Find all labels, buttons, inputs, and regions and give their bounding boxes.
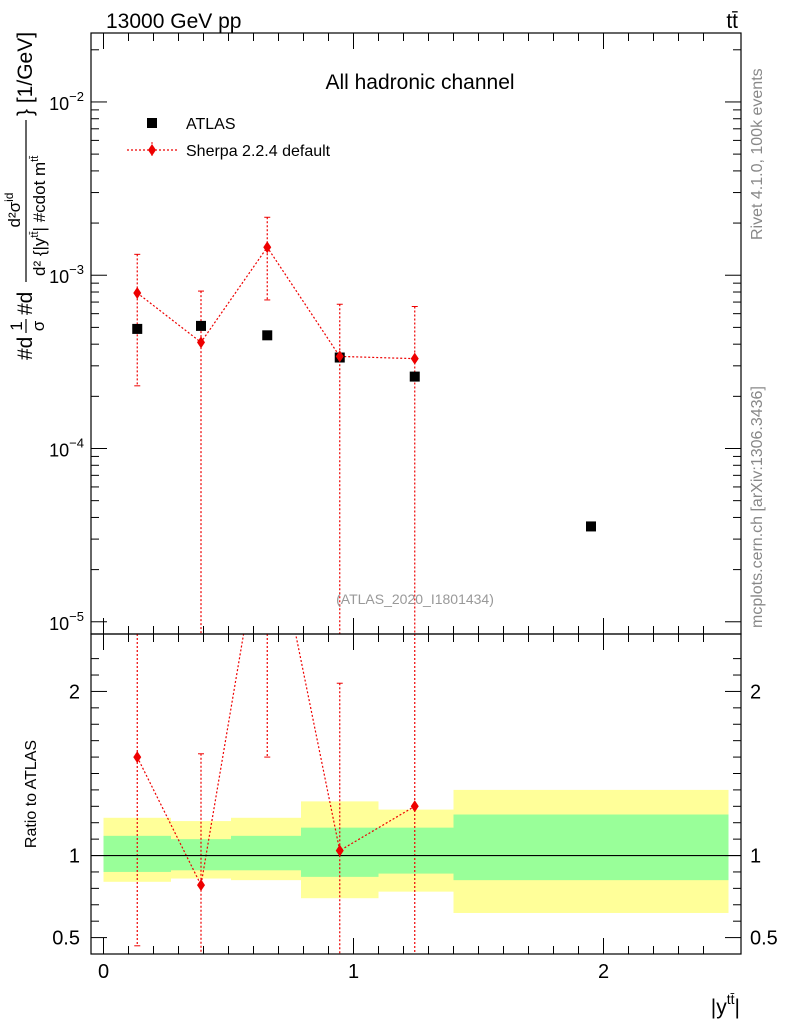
svg-text:d² {|ytt̄| #cdot mtt̄: d² {|ytt̄| #cdot mtt̄ xyxy=(29,155,49,276)
main-y-tick-label: 10−2 xyxy=(49,89,84,114)
legend-atlas-marker xyxy=(147,118,157,128)
energy-label: 13000 GeV pp xyxy=(106,10,241,33)
chart-title: All hadronic channel xyxy=(325,71,514,94)
analysis-label: (ATLAS_2020_I1801434) xyxy=(336,591,494,607)
ratio-band-inner xyxy=(103,835,171,872)
ratio-plot-frame xyxy=(90,633,742,955)
ratio-band-inner xyxy=(231,835,301,871)
sherpa-point xyxy=(263,241,272,254)
legend: ATLAS Sherpa 2.2.4 default xyxy=(127,116,331,160)
ylabel-frac1-den: σ xyxy=(29,320,48,331)
ratio-point xyxy=(410,800,419,813)
ratio-y-tick-label-right: 2 xyxy=(750,681,761,703)
main-y-tick-label: 10−4 xyxy=(49,435,84,460)
ylabel-lead: #d xyxy=(14,337,37,360)
ratio-y-tick-label: 1 xyxy=(69,846,80,868)
ylabel-frac2-den-sup: tt̄ xyxy=(29,231,41,237)
ratio-y-tick-label-right: 0.5 xyxy=(750,928,778,950)
ratio-y-tick-label-right: 1 xyxy=(750,846,761,868)
rivet-version-label: Rivet 4.1.0, 100k events xyxy=(749,68,766,240)
ratio-band-inner xyxy=(453,814,729,881)
ratio-y-axis-label: Ratio to ATLAS xyxy=(23,740,40,848)
atlas-data-point xyxy=(586,521,596,532)
x-axis-label: |ytt̄| xyxy=(711,991,740,1019)
sherpa-line xyxy=(136,246,415,360)
ylabel-frac2-den: d² {|y xyxy=(30,237,49,276)
ratio-point xyxy=(335,844,344,857)
mcplots-label: mcplots.cern.ch [arXiv:1306.3436] xyxy=(749,386,766,628)
ratio-y-tick-label: 2 xyxy=(69,681,80,703)
main-y-tick-label: 10−5 xyxy=(49,609,84,634)
svg-text:|ytt̄|: |ytt̄| xyxy=(711,991,740,1019)
x-tick-label: 1 xyxy=(348,961,359,983)
ylabel-tail: } [1/GeV] xyxy=(14,32,37,116)
sherpa-point xyxy=(335,350,344,363)
ratio-y-tick-label: 0.5 xyxy=(52,928,80,950)
atlas-data-point xyxy=(409,371,420,382)
ylabel-frac2-num-sup: id xyxy=(2,193,16,202)
sherpa-point xyxy=(410,352,419,365)
ratio-band-inner xyxy=(378,827,454,874)
svg-text:#d: #d xyxy=(14,337,37,360)
main-y-tick-label: 10−3 xyxy=(49,262,84,287)
x-tick-label: 0 xyxy=(98,961,109,983)
sherpa-point xyxy=(197,336,205,349)
legend-atlas-label: ATLAS xyxy=(186,116,236,133)
legend-sherpa-marker xyxy=(148,144,156,156)
legend-sherpa-label: Sherpa 2.2.4 default xyxy=(186,143,331,160)
ylabel-frac2-num: d²σ xyxy=(5,201,24,227)
atlas-data-point xyxy=(196,320,206,331)
process-label: tt̄ xyxy=(726,10,738,33)
svg-text:d²σid: d²σid xyxy=(2,193,24,228)
sherpa-point xyxy=(133,286,142,299)
x-tick-label: 2 xyxy=(598,961,609,983)
atlas-data-point xyxy=(132,323,143,334)
ylabel-frac2-den-rest: | #cdot m xyxy=(30,162,49,232)
main-panel: 10−2 10−3 10−4 10−5 All hadronic channel (A… xyxy=(2,32,742,635)
ratio-point xyxy=(197,879,205,892)
atlas-data-point xyxy=(262,330,273,341)
ratio-panel: 2 2 1 1 0.5 0.5 0 1 2 Ratio to ATLAS xyxy=(23,633,778,983)
ylabel-frac1-num: 1 xyxy=(7,321,26,330)
ratio-point xyxy=(133,751,142,764)
ylabel-frac2-den-sup2: tt̄ xyxy=(29,155,41,161)
ylabel-mid: #d xyxy=(14,292,37,315)
main-y-axis-label: #d 1 σ #d d²σid d² {|ytt̄| #cdot mtt̄ } … xyxy=(2,32,49,360)
